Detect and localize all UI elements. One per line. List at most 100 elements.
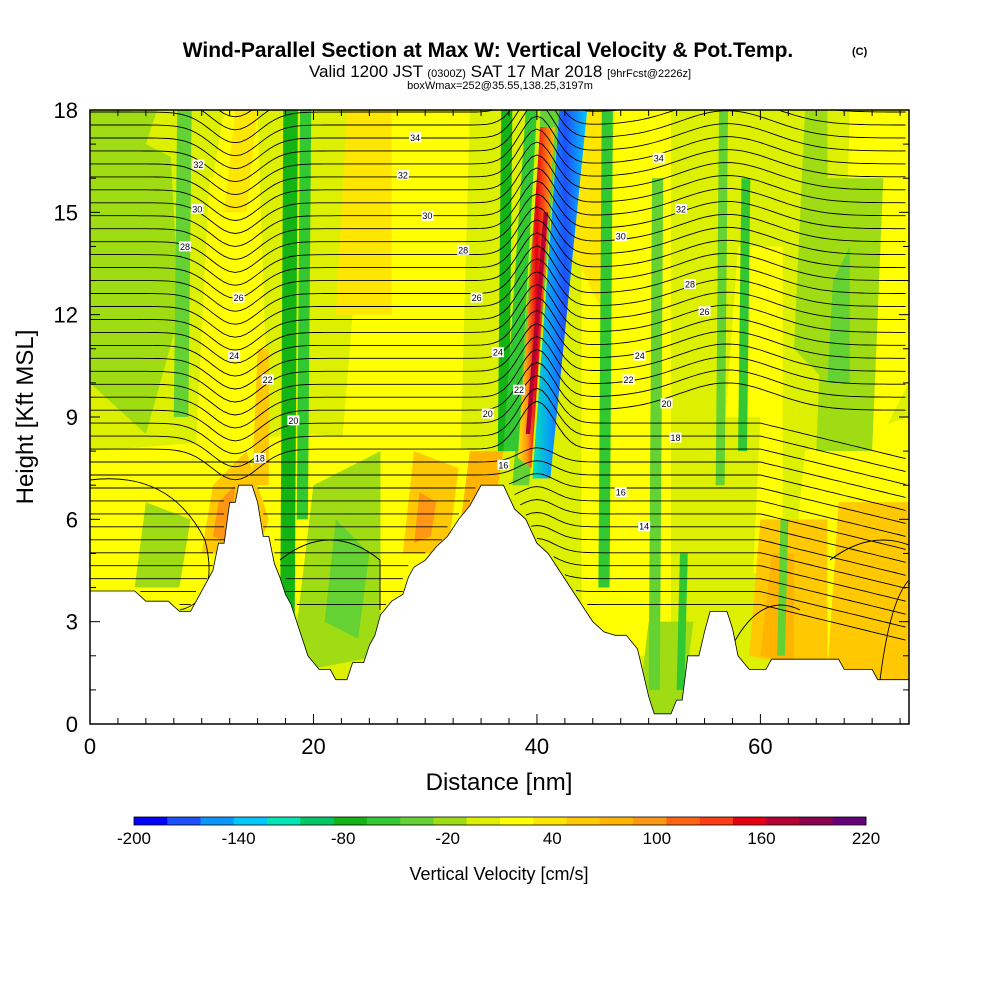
colorbar-swatch <box>200 817 235 825</box>
y-tick-label: 18 <box>54 98 78 123</box>
contour-label-bg <box>396 169 409 180</box>
contour-label-bg <box>633 350 646 361</box>
contour-label-text: 14 <box>639 522 649 532</box>
colorbar-swatch <box>799 817 834 825</box>
colorbar-swatch <box>699 817 734 825</box>
theta-contour <box>179 603 906 641</box>
theta-contour <box>90 110 906 157</box>
theta-contour-label: 26 <box>698 306 711 317</box>
x-tick-label: 20 <box>301 734 325 759</box>
contour-label-text: 22 <box>263 375 273 385</box>
colorbar-swatch <box>233 817 268 825</box>
contour-label-text: 28 <box>180 242 190 252</box>
colorbar-swatch <box>167 817 201 825</box>
x-tick-label: 0 <box>84 734 96 759</box>
contour-label-bg <box>684 278 697 289</box>
colorbar-swatch <box>533 817 567 825</box>
theta-contour <box>200 110 271 131</box>
theta-contour <box>90 374 906 460</box>
colorbar-swatch <box>732 817 767 825</box>
theta-contour <box>90 297 906 377</box>
theta-contour <box>90 193 906 273</box>
field-streak <box>676 553 688 690</box>
theta-contour-label: 22 <box>261 374 274 385</box>
colorbar-swatch <box>300 817 334 825</box>
contour-label-bg <box>491 347 504 358</box>
theta-contours <box>90 110 909 681</box>
theta-contour-label: 22 <box>622 374 635 385</box>
x-tick-label: 40 <box>525 734 549 759</box>
colorbar-swatch <box>599 817 634 825</box>
theta-contour <box>90 180 906 260</box>
y-axis-tick-labels: 0 3 6 9 12 15 18 <box>54 98 78 737</box>
contour-label-bg <box>698 306 711 317</box>
theta-contour-label: 32 <box>192 159 205 170</box>
contour-label-bg <box>497 459 510 470</box>
contour-label-bg <box>675 203 688 214</box>
contour-label-bg <box>669 432 682 443</box>
theta-contour <box>90 141 906 221</box>
theta-contour-label: 28 <box>684 278 697 289</box>
x-axis-label: Distance [nm] <box>426 769 573 796</box>
field-patch <box>414 492 437 544</box>
theta-contour-label: 28 <box>457 244 470 255</box>
theta-contour <box>90 349 906 429</box>
contour-label-text: 22 <box>624 375 634 385</box>
field-patches <box>90 110 909 714</box>
theta-contour <box>90 400 906 485</box>
theta-contour <box>90 258 906 338</box>
theta-contour <box>90 574 906 615</box>
theta-contour-label: 34 <box>409 132 422 143</box>
contour-label-text: 26 <box>234 293 244 303</box>
contour-label-bg <box>622 374 635 385</box>
contour-label-text: 24 <box>493 348 503 358</box>
contour-label-text: 22 <box>514 385 524 395</box>
theta-contour <box>90 323 906 403</box>
contour-label-text: 28 <box>458 245 468 255</box>
colorbar-frame <box>133 816 867 826</box>
theta-contour-label: 32 <box>675 203 688 214</box>
chart-subtitle-2: boxWmax=252@35.55,138.25,3197m <box>407 80 593 92</box>
contour-label-bg <box>421 210 434 221</box>
theta-contour <box>90 154 906 234</box>
theta-contour-label: 24 <box>491 347 504 358</box>
y-tick-label: 0 <box>66 712 78 737</box>
colorbar-swatch <box>433 817 468 825</box>
theta-contour <box>90 110 906 183</box>
contour-label-bg <box>457 244 470 255</box>
theta-contour <box>90 486 906 537</box>
x-tick-label: 60 <box>748 734 772 759</box>
y-tick-label: 6 <box>66 507 78 532</box>
theta-contour-label: 20 <box>287 415 300 426</box>
chart-title-mark: (C) <box>852 46 868 58</box>
x-axis-ticks <box>89 110 901 724</box>
colorbar-title: Vertical Velocity [cm/s] <box>409 864 588 884</box>
chart-title: Wind-Parallel Section at Max W: Vertical… <box>183 39 794 62</box>
contour-label-text: 30 <box>616 232 626 242</box>
field-streak <box>648 178 664 690</box>
theta-contour <box>729 604 801 651</box>
theta-contour-label: 24 <box>633 350 646 361</box>
contour-label-text: 26 <box>472 293 482 303</box>
colorbar-swatch <box>400 817 434 825</box>
theta-contour-label: 22 <box>513 384 526 395</box>
field-patch <box>224 110 258 213</box>
theta-contour <box>279 539 381 610</box>
contour-label-bg <box>470 292 483 303</box>
contour-label-text: 18 <box>670 433 680 443</box>
theta-contour-label: 30 <box>191 203 204 214</box>
field-streak <box>497 110 513 452</box>
contour-label-text: 20 <box>483 409 493 419</box>
field-patch <box>827 246 850 383</box>
theta-contour <box>90 219 906 299</box>
theta-contour-label: 26 <box>232 292 245 303</box>
contour-label-bg <box>228 350 241 361</box>
contour-label-text: 32 <box>193 160 203 170</box>
colorbar-swatch <box>267 817 301 825</box>
downdraft-core <box>532 110 588 479</box>
contour-label-bg <box>192 159 205 170</box>
contour-label-bg <box>481 408 494 419</box>
theta-contour <box>879 579 909 681</box>
colorbar-tick-label: -140 <box>222 829 256 848</box>
